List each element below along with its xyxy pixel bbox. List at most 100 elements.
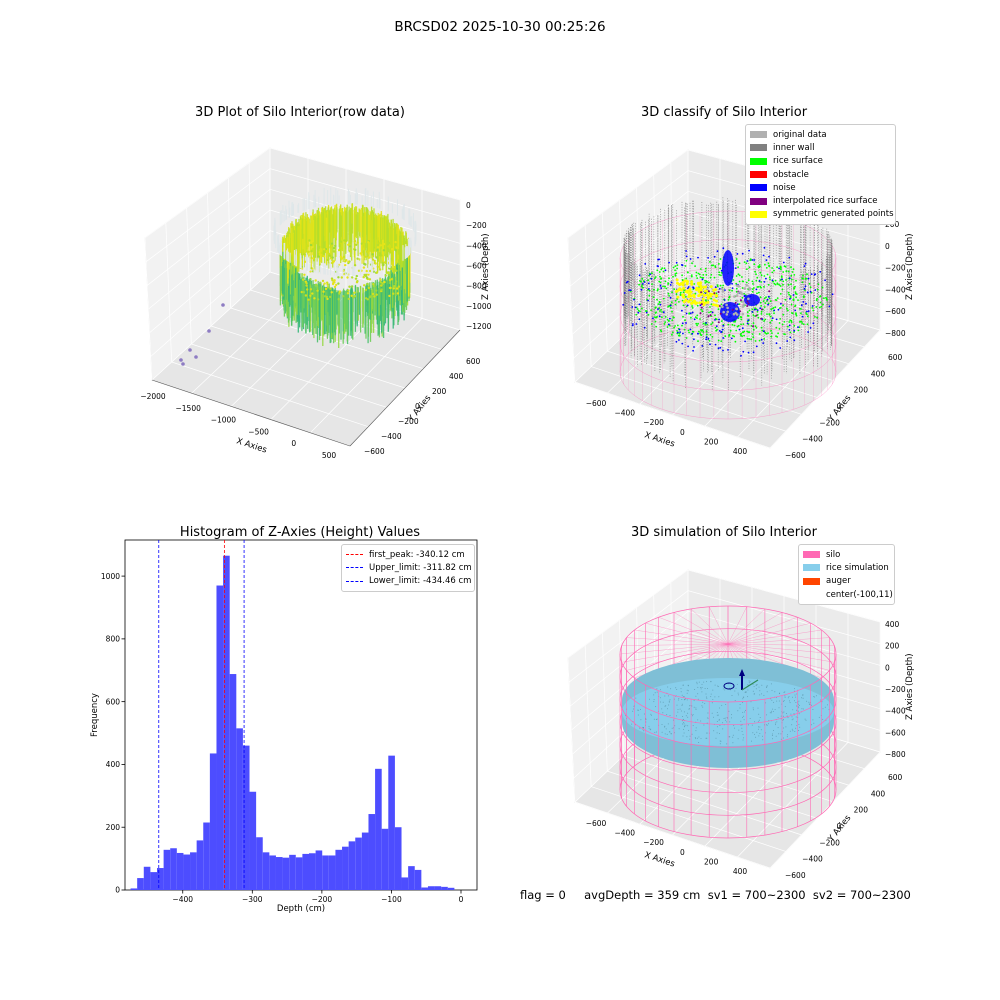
p2-interp-point	[746, 300, 749, 303]
p4-rice-grid-point	[741, 727, 743, 729]
p4-rice-grid-point	[697, 737, 698, 739]
p2-noise-point	[828, 305, 831, 308]
p2-interp-point	[713, 292, 716, 295]
p4-rice-grid-point	[774, 709, 776, 710]
p2-rice-surface-point	[683, 328, 686, 331]
p1-point	[335, 283, 338, 287]
p2-rice-surface-point	[782, 271, 785, 273]
p4-rice-grid-point	[804, 718, 806, 720]
p1-point	[318, 251, 321, 254]
p1-point	[387, 241, 391, 245]
p1-point	[355, 243, 358, 246]
p4-rice-grid-point	[650, 713, 652, 715]
p1-point	[302, 291, 305, 294]
p2-rice-surface-point	[742, 323, 745, 325]
p1-point	[337, 282, 340, 285]
p1-point	[347, 297, 350, 301]
p2-symmetric-point	[709, 285, 713, 289]
p2-interp-point	[739, 310, 742, 313]
p2-rice-surface-point	[675, 293, 678, 296]
p2-rice-surface-point	[782, 313, 785, 316]
p4-legend-label: auger	[826, 576, 851, 587]
p2-noise-point	[773, 309, 776, 312]
p2-original-point	[741, 300, 745, 303]
p4-rice-grid-point	[808, 701, 810, 703]
p2-rice-surface-point	[714, 326, 717, 329]
p2-rice-surface-point	[765, 267, 768, 269]
p2-noise-point	[681, 264, 684, 267]
p4-rice-grid-point	[766, 685, 768, 687]
p2-rice-surface-point	[696, 317, 698, 319]
p2-legend-swatch	[750, 157, 767, 165]
p2-noise-point	[658, 258, 660, 261]
p4-rice-grid-point	[784, 695, 786, 697]
p4-rice-grid-point	[775, 722, 777, 724]
p2-rice-surface-point	[748, 338, 751, 340]
p2-noise-cluster	[720, 302, 740, 322]
p4-rice-grid-point	[656, 688, 658, 690]
p4-rice-grid-point	[714, 696, 716, 698]
p4-rice-grid-point	[706, 681, 707, 683]
p2-rice-surface-point	[773, 269, 775, 272]
p4-rice-grid-point	[798, 700, 800, 702]
p2-rice-surface-point	[795, 279, 797, 282]
p2-rice-surface-point	[672, 316, 675, 319]
p2-rice-surface-point	[806, 315, 809, 318]
p2-original-point	[735, 313, 739, 316]
p2-rice-surface-point	[710, 273, 713, 276]
p4-rice-grid-point	[784, 691, 786, 693]
p2-rice-surface-point	[656, 315, 658, 318]
histogram-bar	[229, 674, 237, 890]
p2-noise-point	[762, 330, 765, 333]
p2-noise-point	[747, 351, 750, 354]
p4-rice-grid-point	[752, 690, 754, 692]
p4-rice-grid-point	[799, 726, 801, 728]
p4-silo-roof-strut	[634, 629, 729, 645]
p2-rice-surface-point	[760, 310, 763, 313]
p2-noise-point	[734, 267, 737, 269]
p3-legend-item-0: first_peak: -340.12 cm	[346, 548, 470, 561]
p2-rice-surface-point	[704, 299, 707, 301]
p2-noise-point	[807, 331, 809, 333]
p2-rice-surface-point	[757, 286, 760, 288]
p4-rice-grid-point	[683, 732, 685, 734]
p4-legend-swatch	[803, 577, 820, 585]
p2-rice-surface-point	[794, 292, 797, 295]
p2-noise-point	[689, 328, 692, 331]
p2-noise-point	[753, 259, 756, 261]
p2-symmetric-point	[705, 293, 709, 297]
p2-rice-surface-point	[690, 274, 693, 276]
p2-rice-surface-point	[695, 322, 698, 325]
p2-symmetric-point	[699, 281, 703, 285]
p2-symmetric-point	[715, 299, 718, 303]
p2-rice-surface-point	[709, 333, 712, 336]
p4-rice-grid-point	[687, 712, 689, 714]
p1-y-axis-label: Y Axies	[406, 393, 434, 425]
p2-rice-surface-point	[669, 306, 672, 309]
p4-rice-grid-point	[751, 724, 753, 726]
p4-rice-grid-point	[711, 702, 713, 704]
p2-rice-surface-point	[676, 264, 679, 266]
p2-rice-surface-point	[762, 300, 765, 302]
p4-rice-grid-point	[672, 719, 674, 721]
p2-legend-swatch	[750, 171, 767, 179]
p4-rice-grid-point	[761, 693, 763, 695]
p4-rice-grid-point	[707, 688, 708, 689]
p2-rice-surface-point	[768, 276, 771, 279]
p1-point	[393, 269, 397, 272]
p4-rice-grid-point	[754, 721, 756, 723]
p4-rice-grid-point	[676, 715, 677, 717]
p2-noise-point	[766, 298, 769, 301]
p4-rice-grid-point	[801, 697, 803, 699]
p2-rice-surface-point	[760, 281, 763, 283]
p4-rice-grid-point	[697, 693, 699, 695]
p4-rice-grid-point	[677, 709, 679, 711]
p1-point	[314, 283, 318, 287]
p2-noise-point	[758, 280, 761, 282]
p2-rice-surface-point	[759, 301, 762, 304]
p2-original-point	[726, 310, 729, 314]
p4-rice-grid-point	[747, 696, 749, 698]
p2-legend-label: noise	[773, 182, 796, 193]
p1-point	[304, 260, 307, 263]
p2-noise-point	[669, 304, 672, 307]
